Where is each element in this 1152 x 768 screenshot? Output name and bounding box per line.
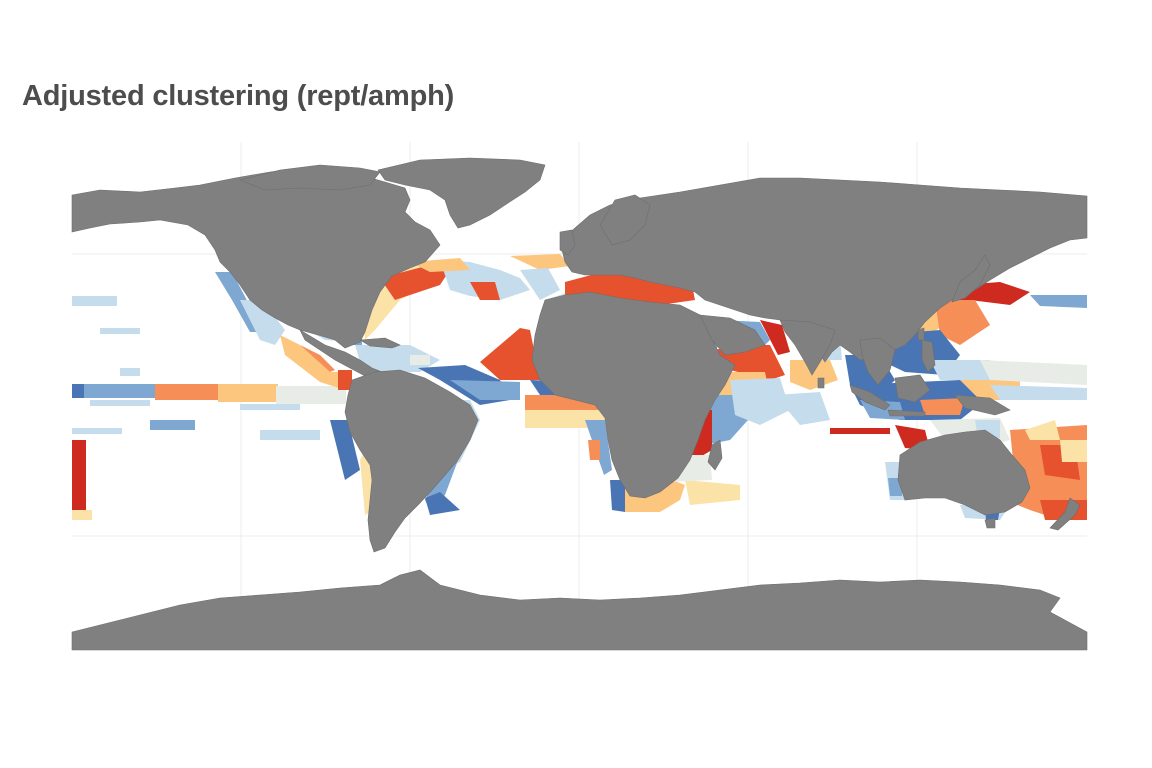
cluster-cell [930,360,995,380]
cluster-cell [155,384,220,400]
cluster-cell [240,300,285,345]
land-eurasia [559,177,1088,363]
land-india [779,319,836,376]
cluster-cell [1060,440,1087,462]
land-madagascar [707,439,723,471]
cluster-cell [72,296,117,306]
land-philippines [921,339,936,373]
land-scandinavia [599,194,651,246]
cluster-cell [72,510,92,520]
land-borneo [894,374,931,403]
land-arabia [699,314,766,356]
land-new-guinea [954,394,1011,416]
cluster-cell [760,320,790,355]
land-new-zealand [1049,497,1081,531]
land-japan [951,254,991,303]
cluster-cell [990,385,1087,400]
cluster-cell [338,370,352,390]
cluster-cell [72,440,86,512]
land-cuba [359,337,401,349]
cluster-cell [72,384,84,398]
cluster-cell [730,378,790,425]
cluster-cell [72,384,157,398]
cluster-cell [610,480,625,512]
land-australia [897,429,1031,516]
cluster-cell [300,345,335,372]
land-tasmania [984,517,996,529]
cluster-cell [830,428,890,434]
land-greenland [377,157,546,229]
cluster-cell [1030,295,1087,308]
cluster-cell [280,335,345,390]
land-africa [531,291,736,499]
cluster-cell [240,404,300,410]
cluster-cell [100,328,140,334]
land-sri-lanka [817,377,825,389]
cluster-cell [685,480,740,505]
cluster-cell [410,355,430,365]
cluster-cell [480,328,540,380]
cluster-cell [888,478,902,496]
cluster-cell [72,428,122,434]
cluster-cell [355,345,440,372]
cluster-cell [150,420,195,430]
cluster-cell [700,345,785,380]
cluster-cell [935,300,990,345]
land-uk [559,229,576,256]
land-south-america [344,369,479,553]
cluster-cell [120,368,140,376]
cluster-cell [425,492,460,515]
cluster-cell [980,360,1087,385]
cluster-cell [260,430,320,440]
cluster-cell [520,268,560,300]
cluster-cell [775,392,830,425]
cluster-cell [920,398,965,415]
cluster-cell [470,282,500,300]
land-taiwan [917,327,925,341]
cluster-cell [450,380,520,400]
cluster-cell [525,410,605,428]
cluster-cell [790,360,838,390]
cluster-cell [90,400,150,406]
map-title: Adjusted clustering (rept/amph) [22,80,455,112]
land [71,157,1088,651]
land-arctic-islands [239,164,381,191]
cluster-cell [588,440,600,460]
cluster-cell [1025,420,1060,440]
land-sumatra [849,384,891,411]
land-indochina [859,337,896,386]
cluster-cell [330,420,360,480]
land-antarctica [71,569,1088,651]
cluster-cell [218,384,278,402]
cluster-cell [276,386,346,404]
cluster-cell [510,254,570,270]
land-java [887,409,926,417]
